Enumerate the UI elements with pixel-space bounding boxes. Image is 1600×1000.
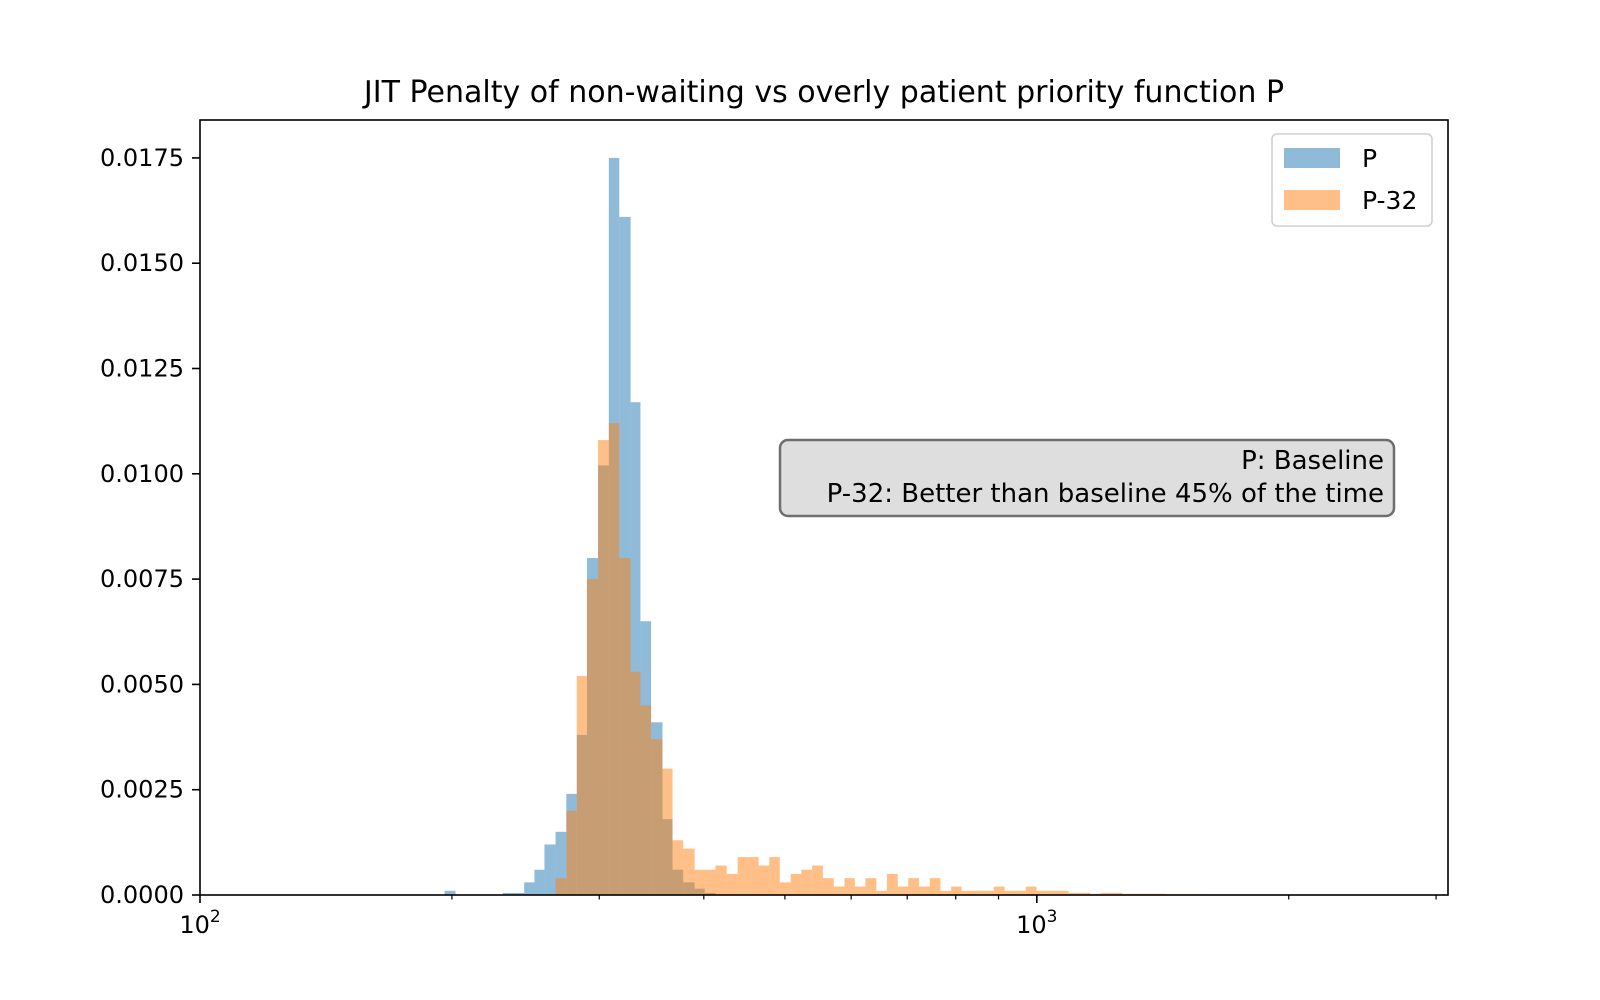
bar-p-32-14 [704, 869, 716, 895]
bar-p-32-6 [619, 558, 631, 895]
annotation-frame [778, 438, 1396, 518]
chart-title: JIT Penalty of non-waiting vs overly pat… [362, 75, 1284, 110]
bar-p-32-38 [961, 890, 973, 895]
y-tick-label: 0.0000 [100, 881, 184, 909]
legend-label-p: P [1362, 144, 1377, 173]
bar-p-32-4 [598, 440, 609, 895]
bar-p-32-15 [715, 865, 727, 895]
bar-p-32-23 [801, 869, 813, 895]
bar-p-32-47 [1058, 890, 1069, 895]
bar-p-2 [513, 892, 525, 895]
bar-p-32-10 [662, 768, 673, 895]
bar-p-32-31 [886, 873, 898, 895]
bar-p-32-25 [822, 878, 834, 895]
x-axis-ticks: 102 103 [179, 895, 1437, 939]
bar-p-32-39 [972, 890, 984, 895]
y-tick-label: 0.0025 [100, 776, 184, 804]
y-tick-label: 0.0050 [100, 670, 184, 698]
bar-p-32-22 [790, 873, 802, 895]
bar-p-32-32 [897, 886, 909, 895]
y-tick-label: 0.0175 [100, 144, 184, 172]
bar-p-32-43 [1015, 890, 1026, 895]
x-tick-label: 102 [179, 907, 220, 939]
bar-p-1 [502, 892, 514, 895]
bar-p-32-9 [651, 739, 663, 895]
bar-p-32-41 [993, 886, 1005, 895]
bar-p-5 [544, 844, 556, 895]
bar-p-32-3 [586, 579, 599, 895]
bar-p-32-5 [608, 423, 620, 895]
bar-p-32-33 [908, 878, 919, 895]
bar-p-32-49 [1079, 892, 1091, 895]
annotation-box: P: Baseline P-32: Better than baseline 4… [778, 438, 1396, 518]
bar-p-32-40 [983, 890, 994, 895]
bar-p-32-42 [1004, 890, 1016, 895]
bar-p-32-26 [833, 886, 845, 895]
bar-p-32-29 [865, 878, 877, 895]
bar-p-32-2 [576, 675, 587, 895]
x-tick-label: 103 [1016, 907, 1057, 939]
annotation-line-baseline: P: Baseline [1241, 446, 1384, 476]
legend-label-p-32: P-32 [1362, 186, 1417, 215]
bar-p-32-19 [758, 865, 770, 895]
bar-p-32-18 [748, 857, 759, 895]
y-axis-ticks: 0.0000 0.0025 0.0050 0.0075 0.0100 0.0125 0.01… [100, 144, 200, 909]
plot-frame [199, 119, 1449, 896]
legend-swatch-p-32 [1284, 190, 1340, 210]
legend: P P-32 [1271, 133, 1433, 227]
bar-p-32-30 [876, 890, 887, 895]
bar-p-32-8 [640, 705, 652, 895]
bar-p-32-21 [779, 882, 791, 895]
bar-p-32-34 [918, 886, 930, 895]
bar-p-4 [534, 869, 545, 895]
bar-p-32-52 [1111, 892, 1123, 895]
bar-p-32-17 [737, 857, 749, 895]
annotation-line-comparison: P-32: Better than baseline 45% of the ti… [827, 479, 1384, 509]
bar-p-32-20 [769, 857, 780, 895]
bar-p-32-24 [812, 865, 823, 895]
bar-p-32-1 [566, 810, 577, 895]
bar-p-32-12 [683, 848, 695, 895]
y-tick-label: 0.0125 [100, 355, 184, 383]
bar-p-32-13 [694, 869, 705, 895]
bar-p-32-51 [1100, 892, 1112, 895]
y-tick-label: 0.0100 [100, 460, 184, 488]
bar-p-32-11 [672, 840, 684, 895]
y-tick-label: 0.0150 [100, 249, 184, 277]
bar-p-12 [619, 216, 631, 896]
bars-layer [444, 157, 1208, 896]
bar-p-32-35 [929, 878, 941, 895]
bar-p-32-46 [1047, 890, 1058, 895]
bar-p-32-44 [1025, 886, 1037, 895]
bar-p-32-37 [951, 886, 962, 895]
series-p-32 [555, 423, 1208, 895]
bar-p-32-16 [726, 873, 738, 895]
bar-p-32-48 [1068, 892, 1080, 895]
bar-p-32-27 [844, 878, 855, 895]
bar-p-3 [524, 882, 535, 895]
bar-p-13 [630, 402, 641, 895]
bar-p-32-45 [1036, 890, 1048, 895]
y-tick-label: 0.0075 [100, 565, 184, 593]
bar-p-32-36 [940, 890, 952, 895]
bar-p-32-0 [555, 878, 567, 895]
bar-p-32-7 [630, 671, 641, 895]
bar-p-0 [444, 890, 456, 895]
bar-p-6 [555, 831, 567, 895]
bar-p-32-28 [854, 886, 866, 895]
legend-swatch-p [1284, 148, 1340, 168]
